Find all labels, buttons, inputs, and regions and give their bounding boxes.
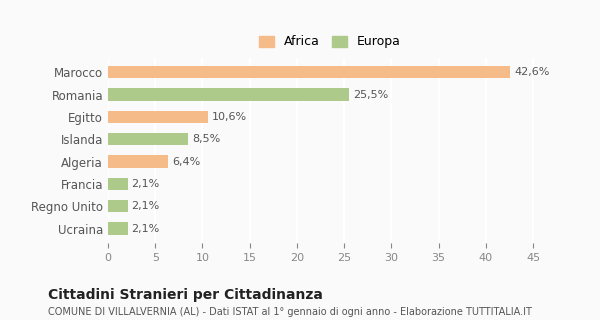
Text: COMUNE DI VILLALVERNIA (AL) - Dati ISTAT al 1° gennaio di ogni anno - Elaborazio: COMUNE DI VILLALVERNIA (AL) - Dati ISTAT… [48,307,532,317]
Bar [108,178,128,190]
Text: 42,6%: 42,6% [514,67,550,77]
Bar [108,156,169,168]
Text: 10,6%: 10,6% [212,112,247,122]
Bar [108,200,128,212]
Text: 2,1%: 2,1% [131,224,160,234]
Bar [108,111,208,123]
Text: 6,4%: 6,4% [172,156,200,167]
Bar [108,88,349,101]
Text: 2,1%: 2,1% [131,179,160,189]
Text: 8,5%: 8,5% [192,134,220,144]
Text: 25,5%: 25,5% [353,90,388,100]
Text: 2,1%: 2,1% [131,201,160,211]
Bar [108,133,188,145]
Bar [108,66,511,78]
Legend: Africa, Europa: Africa, Europa [254,30,406,53]
Text: Cittadini Stranieri per Cittadinanza: Cittadini Stranieri per Cittadinanza [48,288,323,302]
Bar [108,222,128,235]
